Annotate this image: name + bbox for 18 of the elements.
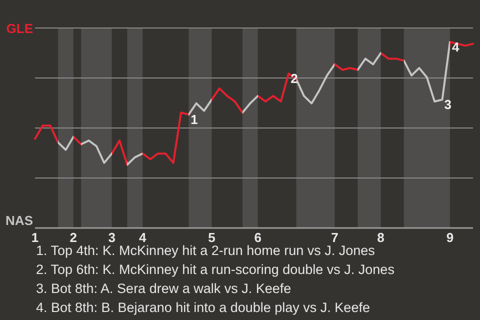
text: 1. Top 4th: K. McKinney hit a 2-run home run vs J. Jones	[36, 243, 376, 258]
annotation: 1	[190, 112, 198, 127]
x-tick-label: 4	[138, 230, 147, 245]
text: GLE	[6, 21, 34, 36]
annotation: 4	[452, 39, 460, 54]
annotation: 3	[444, 97, 452, 112]
x-tick-label: 5	[208, 230, 216, 245]
text: 4. Bot 8th: B. Bejarano hit into a double play vs J. Keefe	[36, 300, 370, 315]
x-tick-label: 3	[108, 230, 116, 245]
x-tick-label: 8	[377, 230, 384, 245]
x-tick-label: 6	[254, 230, 262, 245]
text: 3. Bot 8th: A. Sera drew a walk vs J. Keefe	[36, 281, 292, 296]
text: NAS	[6, 213, 34, 228]
text: 2. Top 6th: K. McKinney hit a run-scoring double vs J. Jones	[36, 262, 395, 277]
x-tick-label: 9	[446, 230, 454, 245]
x-tick-label: 2	[70, 230, 78, 245]
x-tick-label: 1	[31, 230, 39, 245]
x-tick-label: 7	[331, 230, 338, 245]
